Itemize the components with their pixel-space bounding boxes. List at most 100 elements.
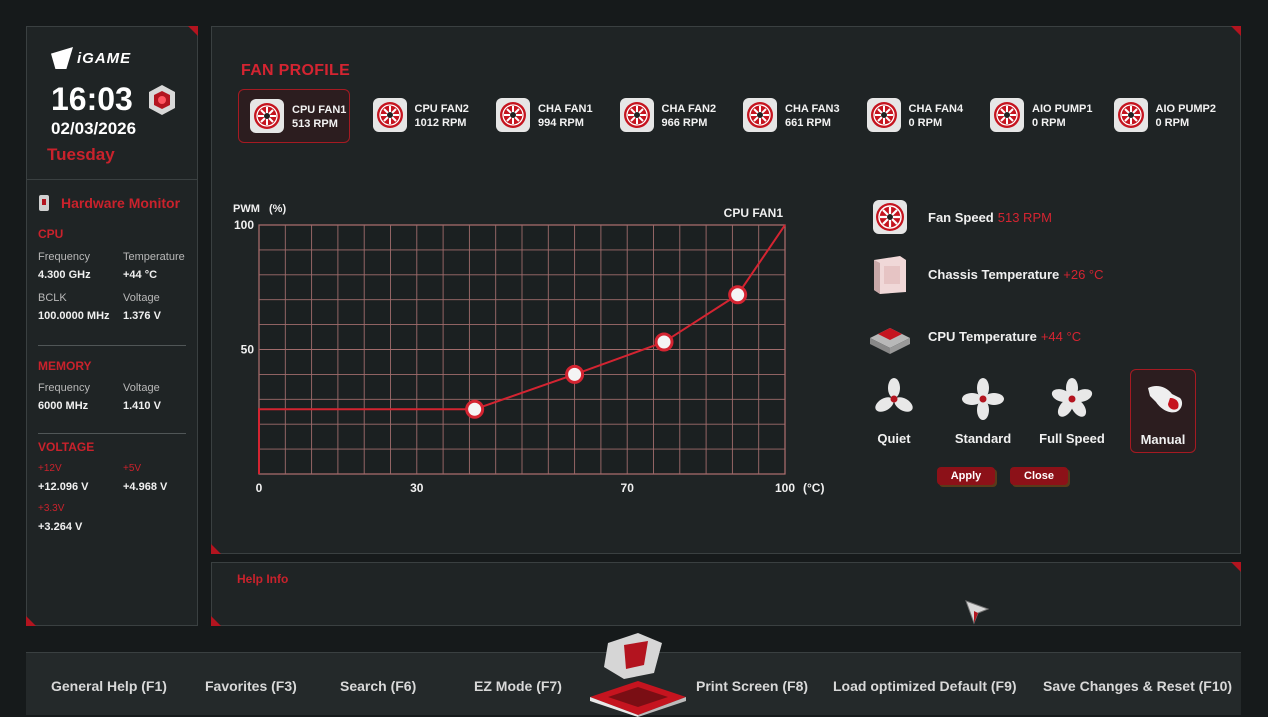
brand-emblem-icon [590,633,686,717]
fan-tab[interactable]: AIO PUMP1 0 RPM [979,89,1093,143]
load-optimized-default-button[interactable]: Load optimized Default (F9) [833,678,1017,694]
curve-control-point[interactable] [654,332,674,352]
y-axis-unit: (%) [269,203,286,215]
cpu-section-title: CPU [38,227,64,241]
curve-control-point[interactable] [728,285,748,305]
chassis-icon [874,256,906,294]
weekday: Tuesday [47,145,115,164]
y-axis-label: PWM [233,203,260,215]
memory-voltage-label: Voltage [123,382,160,394]
fan-curve-chart[interactable]: PWM (%) CPU FAN1 50 100 0 30 70 100 (°C) [227,195,827,515]
divider [27,179,197,180]
mode-button[interactable]: Manual [1130,369,1196,453]
corner-accent [188,26,198,36]
y-tick-label: 100 [234,218,254,232]
mode-button[interactable]: Full Speed [1039,369,1105,453]
chip-icon [149,85,175,115]
fan-name: CHA FAN2 [661,103,717,115]
fan-rpm: 0 RPM [1032,117,1066,129]
fan-profile-panel: FAN PROFILE CPU FAN1 513 RPM CPU FAN2 1012 … [211,26,1241,554]
print-screen-button[interactable]: Print Screen (F8) [696,678,809,694]
general-help-button[interactable]: General Help (F1) [51,678,167,694]
v5-value: +4.968 V [123,481,168,493]
mode-label: Quiet [877,431,911,446]
function-key-bar: General Help (F1) Favorites (F3) Search … [26,633,1241,717]
search-button[interactable]: Search (F6) [340,678,417,694]
fan-name: CHA FAN1 [538,103,593,115]
fan-rpm: 1012 RPM [414,117,467,129]
hardware-sidebar: iGAME 16:03 02/03/2026 Tuesday Hardware … [26,26,198,626]
fan-icon [1113,98,1148,132]
separator [38,433,186,434]
date: 02/03/2026 [51,119,137,138]
fan-tab[interactable]: CHA FAN4 0 RPM [856,89,968,143]
ez-mode-button[interactable]: EZ Mode (F7) [474,678,562,694]
standard-fan-icon [962,378,1004,420]
fan-tab[interactable]: CHA FAN1 994 RPM [485,89,597,143]
v12-value: +12.096 V [38,481,89,493]
fan-tab[interactable]: CHA FAN3 661 RPM [732,89,844,143]
fan-name: AIO PUMP2 [1155,103,1217,115]
fan-rpm: 513 RPM [292,118,338,130]
memory-section-title: MEMORY [38,359,92,373]
fan-name: CPU FAN1 [292,104,347,116]
cpu-voltage-label: Voltage [123,292,160,304]
fan-rpm: 966 RPM [661,117,708,129]
cpu-frequency-value: 4.300 GHz [38,269,91,281]
cpu-temperature-value: +44 °C [1040,328,1082,344]
fan-tab[interactable]: AIO PUMP2 0 RPM [1103,89,1217,143]
curve-control-point[interactable] [465,399,485,419]
fan-name: CPU FAN2 [414,103,469,115]
separator [38,345,186,346]
apply-button[interactable]: Apply [937,467,995,485]
quiet-fan-icon [875,378,913,412]
fan-rpm: 994 RPM [538,117,584,129]
fan-profile-title: FAN PROFILE [241,62,351,79]
save-changes-reset-button[interactable]: Save Changes & Reset (F10) [1043,678,1233,694]
fan-icon [866,98,901,132]
favorites-button[interactable]: Favorites (F3) [205,678,297,694]
x-tick-label: 100 [775,481,795,495]
fan-tab[interactable]: CHA FAN2 966 RPM [609,89,721,143]
fan-rpm: 0 RPM [908,117,943,129]
v33-value: +3.264 V [38,521,83,533]
curve-control-point[interactable] [565,364,585,384]
fan-tab[interactable]: CPU FAN1 513 RPM [238,89,350,143]
cpu-temperature-label: CPU Temperature [928,328,1037,344]
fan-icon [990,98,1024,132]
corner-accent [26,616,36,626]
v12-label: +12V [38,463,62,474]
fan-speed-value: 513 RPM [997,209,1052,225]
fan-icon [873,200,907,234]
fan-speed-label: Fan Speed [928,209,994,225]
memory-frequency-label: Frequency [38,382,90,394]
fan-icon [496,98,530,132]
x-tick-label: 0 [256,481,263,495]
fan-name: CHA FAN3 [785,103,840,115]
cpu-temperature-row: CPU Temperature +44 °C [868,314,1081,358]
voltage-section-title: VOLTAGE [38,440,95,454]
close-button[interactable]: Close [1010,467,1068,485]
y-tick-label: 50 [241,343,255,357]
chassis-temperature-value: +26 °C [1063,266,1104,282]
floor-segment [258,408,475,474]
fan-speed-row: Fan Speed 513 RPM [868,195,1052,239]
fan-name: CHA FAN4 [908,103,964,115]
fan-tab[interactable]: CPU FAN2 1012 RPM [362,89,474,143]
v33-label: +3.3V [38,503,65,514]
memory-frequency-value: 6000 MHz [38,400,89,412]
monitor-icon [39,195,49,211]
hardware-monitor-title: Hardware Monitor [61,195,181,211]
x-tick-label: 70 [621,481,635,495]
mode-label: Full Speed [1039,431,1105,446]
clock-time: 16:03 [51,81,133,117]
corner-accent [211,616,221,626]
fan-icon [372,98,407,132]
bclk-label: BCLK [38,292,67,304]
cpu-temperature-label: Temperature [123,251,185,263]
mode-button[interactable]: Standard [950,369,1016,453]
mode-button[interactable]: Quiet [861,369,927,453]
cpu-frequency-label: Frequency [38,251,90,263]
corner-accent [211,544,221,554]
manual-hand-icon [1148,386,1183,413]
